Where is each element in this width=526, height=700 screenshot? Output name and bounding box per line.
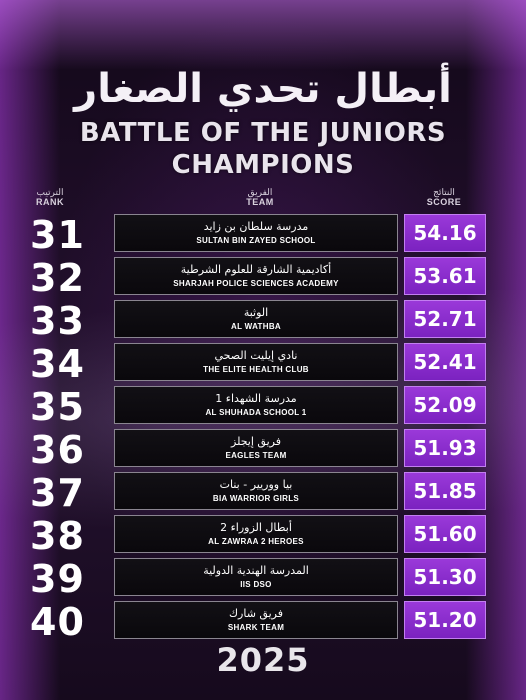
team-name-ar: مدرسة الشهداء 1 [215,392,297,405]
score-box: 52.41 [404,343,486,381]
score-value: 51.20 [413,608,477,632]
score-value: 51.60 [413,522,477,546]
column-header-team: الفريق TEAM [200,187,320,208]
score-box: 52.71 [404,300,486,338]
score-box: 54.16 [404,214,486,252]
team-name-en: THE ELITE HEALTH CLUB [203,365,309,374]
score-box: 52.09 [404,386,486,424]
score-value: 52.41 [413,350,477,374]
leaderboard-row: 40 فريق شارك SHARK TEAM 51.20 [0,599,526,642]
title-english-line2: CHAMPIONS [171,150,355,180]
column-header-score: النتائج SCORE [413,187,475,208]
score-value: 52.71 [413,307,477,331]
rank-number: 39 [30,557,85,601]
leaderboard-row: 38 أبطال الزوراء 2 AL ZAWRAA 2 HEROES 51… [0,513,526,556]
title-english-line1: BATTLE OF THE JUNIORS [79,118,447,148]
column-header-score-ar: النتائج [433,187,455,197]
score-box: 51.30 [404,558,486,596]
column-header-rank-en: RANK [36,197,64,207]
team-name-en: SHARJAH POLICE SCIENCES ACADEMY [173,279,339,288]
team-name-en: BIA WARRIOR GIRLS [212,494,300,503]
score-value: 54.16 [413,221,477,245]
column-header-rank-ar: الترتيب [36,187,64,197]
score-value: 53.61 [413,264,477,288]
team-box: أبطال الزوراء 2 AL ZAWRAA 2 HEROES [114,515,398,553]
team-name-ar: نادي إيليت الصحي [214,349,298,362]
rank-number: 35 [30,385,85,429]
column-header-score-en: SCORE [426,197,462,207]
team-name-en: AL WATHBA [231,322,281,331]
leaderboard-row: 39 المدرسة الهندية الدولية IIS DSO 51.30 [0,556,526,599]
rank-number: 40 [30,600,85,644]
team-name-ar: بيا ووريير - بنات [219,478,293,491]
rank-number: 33 [30,299,85,343]
score-box: 51.20 [404,601,486,639]
rank-number: 38 [30,514,85,558]
team-name-ar: فريق شارك [228,607,283,620]
footer-year: 2025 [216,641,310,679]
team-box: مدرسة الشهداء 1 AL SHUHADA SCHOOL 1 [114,386,398,424]
column-header-rank: الترتيب RANK [30,187,70,208]
rank-number: 32 [30,256,85,300]
rank-number: 36 [30,428,85,472]
score-value: 51.85 [413,479,477,503]
team-name-ar: مدرسة سلطان بن زايد [203,220,309,233]
rank-number: 34 [30,342,85,386]
score-value: 51.93 [413,436,477,460]
team-box: بيا ووريير - بنات BIA WARRIOR GIRLS [114,472,398,510]
leaderboard-row: 35 مدرسة الشهداء 1 AL SHUHADA SCHOOL 1 5… [0,384,526,427]
team-name-en: IIS DSO [240,580,272,589]
team-box: فريق إيجلز EAGLES TEAM [114,429,398,467]
team-box: فريق شارك SHARK TEAM [114,601,398,639]
team-name-ar: الوثبة [243,306,269,319]
leaderboard-row: 31 مدرسة سلطان بن زايد SULTAN BIN ZAYED … [0,212,526,255]
team-name-en: SHARK TEAM [227,623,285,632]
score-value: 51.30 [413,565,477,589]
leaderboard-row: 33 الوثبة AL WATHBA 52.71 [0,298,526,341]
team-box: الوثبة AL WATHBA [114,300,398,338]
team-box: أكاديمية الشارقة للعلوم الشرطية SHARJAH … [114,257,398,295]
team-box: مدرسة سلطان بن زايد SULTAN BIN ZAYED SCH… [114,214,398,252]
team-name-en: AL ZAWRAA 2 HEROES [208,537,304,546]
leaderboard-row: 34 نادي إيليت الصحي THE ELITE HEALTH CLU… [0,341,526,384]
team-name-en: AL SHUHADA SCHOOL 1 [205,408,307,417]
leaderboard-row: 32 أكاديمية الشارقة للعلوم الشرطية SHARJ… [0,255,526,298]
team-name-ar: المدرسة الهندية الدولية [203,564,309,577]
score-box: 53.61 [404,257,486,295]
team-name-ar: أبطال الزوراء 2 [220,521,292,534]
team-box: المدرسة الهندية الدولية IIS DSO [114,558,398,596]
team-name-ar: فريق إيجلز [231,435,281,448]
column-header-team-en: TEAM [246,197,274,207]
score-box: 51.85 [404,472,486,510]
rank-number: 31 [30,213,85,257]
leaderboard-row: 37 بيا ووريير - بنات BIA WARRIOR GIRLS 5… [0,470,526,513]
team-name-en: EAGLES TEAM [225,451,287,460]
leaderboard: 31 مدرسة سلطان بن زايد SULTAN BIN ZAYED … [0,212,526,642]
score-box: 51.60 [404,515,486,553]
team-name-ar: أكاديمية الشارقة للعلوم الشرطية [180,263,332,276]
top-glow [0,0,526,70]
left-glow [0,0,60,700]
score-value: 52.09 [413,393,477,417]
leaderboard-row: 36 فريق إيجلز EAGLES TEAM 51.93 [0,427,526,470]
column-header-team-ar: الفريق [247,187,273,197]
team-name-en: SULTAN BIN ZAYED SCHOOL [196,236,316,245]
team-box: نادي إيليت الصحي THE ELITE HEALTH CLUB [114,343,398,381]
score-box: 51.93 [404,429,486,467]
title-arabic: أبطال تحدي الصغار [74,66,452,112]
rank-number: 37 [30,471,85,515]
